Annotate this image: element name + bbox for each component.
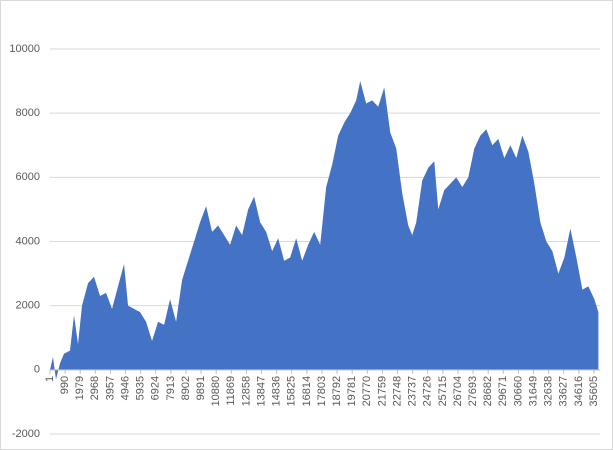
x-tick-label: 26704 <box>452 376 464 407</box>
y-tick-label: 2000 <box>16 300 40 312</box>
x-tick-label: 34616 <box>573 376 585 407</box>
x-tick-label: 32638 <box>543 376 555 407</box>
x-tick-label: 11869 <box>225 376 237 406</box>
x-tick-label: 15825 <box>286 376 298 407</box>
x-tick-label: 25715 <box>437 376 449 407</box>
area <box>50 81 599 380</box>
y-tick-label: 6000 <box>16 171 40 183</box>
x-tick-label: 33627 <box>558 376 570 407</box>
x-tick-label: 29671 <box>497 376 509 407</box>
y-tick-label: 0 <box>34 364 40 376</box>
x-tick-label: 4946 <box>119 376 131 400</box>
x-tick-label: 1 <box>44 376 56 382</box>
x-tick-label: 18792 <box>331 376 343 407</box>
x-tick-label: 1979 <box>74 376 86 400</box>
x-tick-label: 12858 <box>240 376 252 407</box>
x-tick-label: 19781 <box>346 376 358 407</box>
x-tick-label: 10880 <box>210 376 222 407</box>
x-tick-label: 22748 <box>391 376 403 407</box>
y-tick-label: -2000 <box>12 428 40 440</box>
x-tick-label: 2968 <box>89 376 101 400</box>
x-tick-label: 28682 <box>482 376 494 407</box>
x-tick-label: 5935 <box>135 376 147 400</box>
x-tick-label: 14836 <box>271 376 283 407</box>
y-tick-label: 4000 <box>16 235 40 247</box>
x-tick-label: 6924 <box>150 376 162 400</box>
x-tick-label: 35605 <box>588 376 600 407</box>
y-tick-label: 10000 <box>9 43 40 55</box>
x-tick-label: 24726 <box>422 376 434 407</box>
x-tick-label: 21759 <box>376 376 388 407</box>
x-tick-label: 27693 <box>467 376 479 407</box>
x-tick-label: 20770 <box>361 376 373 407</box>
x-tick-label: 8902 <box>180 376 192 400</box>
x-tick-label: 31649 <box>527 376 539 407</box>
x-tick-label: 23737 <box>407 376 419 407</box>
x-tick-label: 7913 <box>165 376 177 400</box>
y-tick-label: 8000 <box>16 107 40 119</box>
x-tick-label: 17803 <box>316 376 328 407</box>
x-tick-label: 990 <box>59 376 71 394</box>
x-tick-label: 16814 <box>301 376 313 407</box>
x-tick-label: 3957 <box>104 376 116 400</box>
x-tick-label: 13847 <box>255 376 267 407</box>
x-tick-label: 9891 <box>195 376 207 400</box>
x-tick-label: 30660 <box>512 376 524 407</box>
